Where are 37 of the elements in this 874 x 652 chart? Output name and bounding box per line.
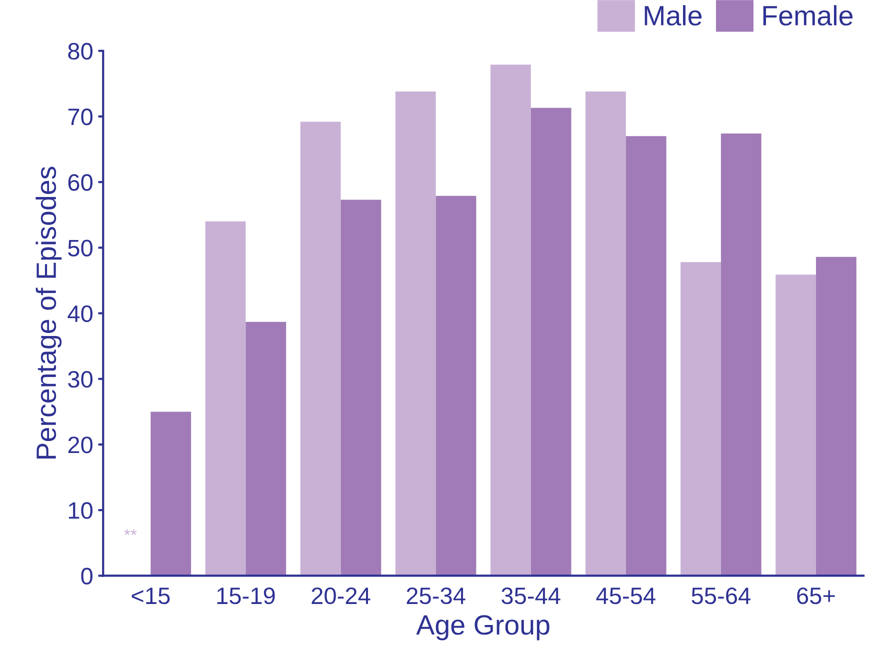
x-tick-label: 35-44 [502, 587, 560, 604]
y-tick-label: 0 [81, 568, 92, 585]
bar [205, 221, 246, 576]
y-tick-label: 40 [68, 305, 92, 322]
bar [340, 200, 382, 576]
y-tick-label: 80 [68, 42, 92, 60]
bar [816, 256, 856, 576]
x-tick-label: 25-34 [406, 587, 466, 604]
y-tick-label: 70 [68, 108, 92, 126]
y-tick-label: 60 [68, 174, 92, 191]
bar [436, 196, 476, 576]
bar [680, 262, 721, 576]
bar [530, 108, 572, 576]
legend-label: Male [644, 5, 702, 26]
y-tick-label: 50 [68, 240, 92, 256]
x-tick-label: 45-54 [596, 588, 656, 604]
bar [776, 274, 816, 576]
bar [246, 322, 286, 576]
annotation: ** [124, 529, 137, 536]
bar [586, 92, 626, 576]
bar [490, 64, 531, 576]
x-tick-label: <15 [132, 588, 170, 604]
x-tick-label: 15-19 [217, 587, 275, 604]
x-axis-title: Age Group [416, 615, 550, 640]
bar [626, 136, 666, 576]
x-tick-label: 55-64 [692, 587, 750, 604]
legend-label: Female [763, 5, 852, 26]
bar [300, 122, 341, 576]
y-axis-title: Percentage of Episodes [36, 166, 62, 458]
y-tick-label: 10 [68, 502, 92, 519]
bar [150, 412, 192, 576]
x-tick-label: 20-24 [312, 587, 370, 604]
y-tick-label: 30 [68, 370, 92, 388]
bar [395, 92, 436, 576]
bar [720, 134, 762, 576]
x-tick-label: 65+ [797, 587, 835, 604]
y-tick-label: 20 [68, 436, 92, 454]
